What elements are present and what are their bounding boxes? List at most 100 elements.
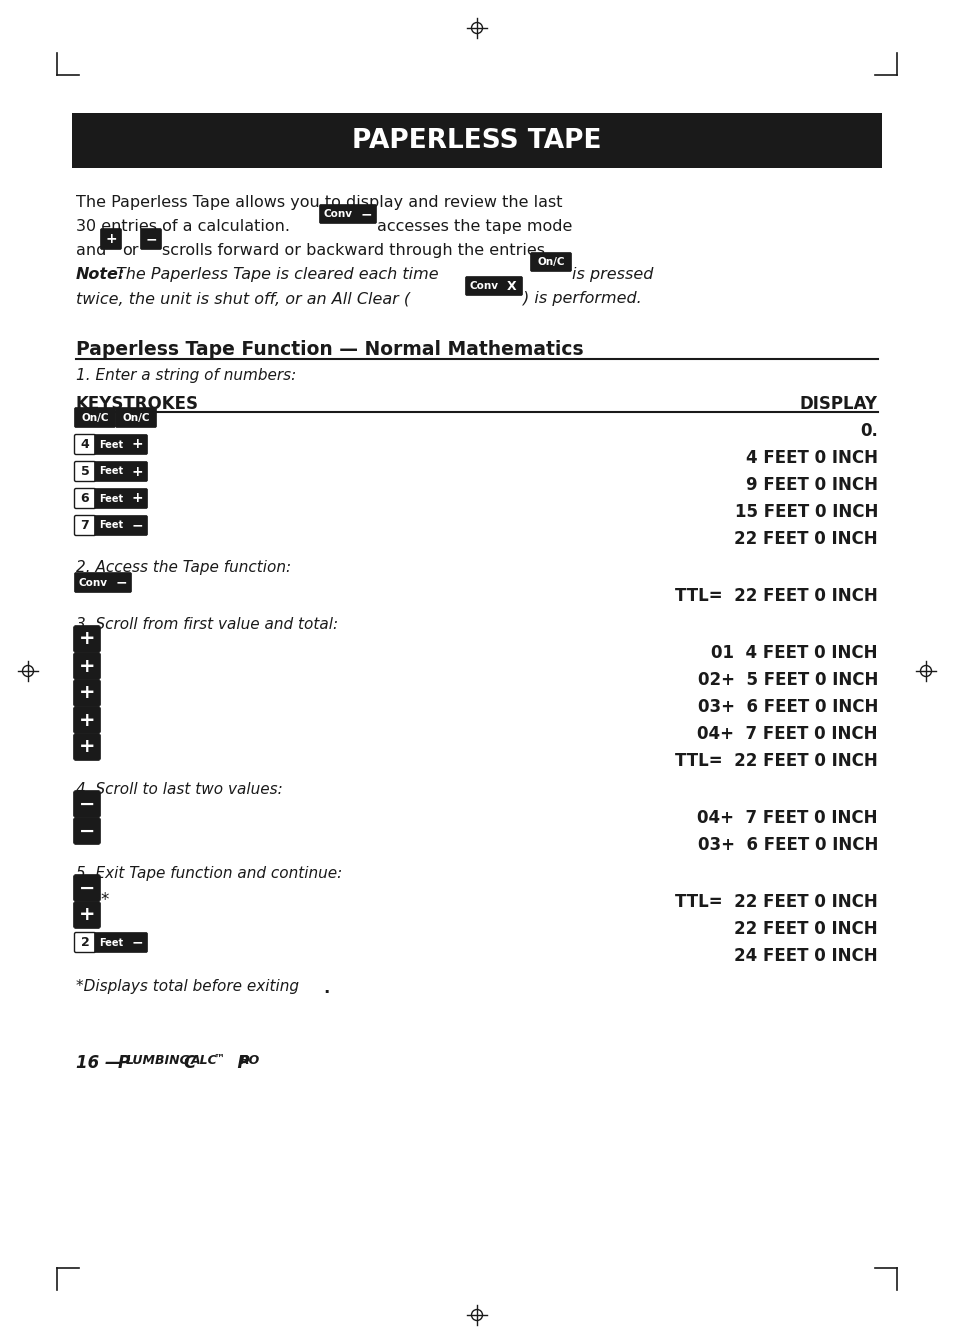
Text: 2: 2 <box>81 936 90 950</box>
Text: 22 FEET 0 INCH: 22 FEET 0 INCH <box>734 530 877 548</box>
Text: −: − <box>79 822 95 841</box>
Text: TTL=  22 FEET 0 INCH: TTL= 22 FEET 0 INCH <box>675 752 877 770</box>
Text: Feet: Feet <box>99 439 123 450</box>
Text: C: C <box>183 1054 195 1072</box>
Text: +: + <box>79 905 95 924</box>
Text: 01  4 FEET 0 INCH: 01 4 FEET 0 INCH <box>711 645 877 662</box>
Text: On/C: On/C <box>81 412 109 423</box>
Text: +: + <box>132 492 143 505</box>
Text: 3. Scroll from first value and total:: 3. Scroll from first value and total: <box>76 616 337 633</box>
FancyBboxPatch shape <box>465 277 502 295</box>
Text: *: * <box>100 890 109 909</box>
Text: +: + <box>79 630 95 649</box>
Text: 0.: 0. <box>860 422 877 441</box>
Text: +: + <box>79 737 95 756</box>
Text: +: + <box>132 465 143 478</box>
FancyBboxPatch shape <box>100 228 121 250</box>
Text: 4. Scroll to last two values:: 4. Scroll to last two values: <box>76 782 282 796</box>
FancyBboxPatch shape <box>127 932 148 952</box>
Text: Paperless Tape Function — Normal Mathematics: Paperless Tape Function — Normal Mathema… <box>76 340 583 359</box>
Text: 7: 7 <box>81 518 90 532</box>
FancyBboxPatch shape <box>73 818 100 845</box>
FancyBboxPatch shape <box>501 277 522 295</box>
FancyBboxPatch shape <box>73 626 100 653</box>
Text: +: + <box>79 684 95 702</box>
Text: 4: 4 <box>81 438 90 451</box>
Text: Conv: Conv <box>469 281 498 291</box>
Text: Feet: Feet <box>99 521 123 530</box>
Text: 24 FEET 0 INCH: 24 FEET 0 INCH <box>734 947 877 966</box>
Text: The Paperless Tape is cleared each time: The Paperless Tape is cleared each time <box>116 267 438 282</box>
FancyBboxPatch shape <box>94 932 128 952</box>
Text: PAPERLESS TAPE: PAPERLESS TAPE <box>352 128 601 153</box>
FancyBboxPatch shape <box>73 706 100 733</box>
Text: 5. Exit Tape function and continue:: 5. Exit Tape function and continue: <box>76 866 342 881</box>
FancyBboxPatch shape <box>73 680 100 706</box>
Text: On/C: On/C <box>122 412 150 423</box>
FancyBboxPatch shape <box>73 901 100 928</box>
FancyBboxPatch shape <box>74 572 112 592</box>
Text: 2. Access the Tape function:: 2. Access the Tape function: <box>76 560 291 575</box>
FancyBboxPatch shape <box>94 516 128 536</box>
Text: 04+  7 FEET 0 INCH: 04+ 7 FEET 0 INCH <box>697 808 877 827</box>
Text: and: and <box>76 243 107 258</box>
Text: accesses the tape mode: accesses the tape mode <box>376 219 572 234</box>
FancyBboxPatch shape <box>74 932 95 952</box>
Text: or: or <box>122 243 138 258</box>
FancyBboxPatch shape <box>94 435 128 454</box>
Text: −: − <box>132 936 143 950</box>
FancyBboxPatch shape <box>115 407 156 427</box>
Text: −: − <box>145 232 156 246</box>
FancyBboxPatch shape <box>355 204 376 223</box>
Text: −: − <box>79 795 95 814</box>
Text: RO: RO <box>240 1054 260 1066</box>
FancyBboxPatch shape <box>140 228 161 250</box>
Text: The Paperless Tape allows you to display and review the last: The Paperless Tape allows you to display… <box>76 195 562 210</box>
Text: On/C: On/C <box>537 257 564 267</box>
Text: TTL=  22 FEET 0 INCH: TTL= 22 FEET 0 INCH <box>675 893 877 911</box>
FancyBboxPatch shape <box>74 407 115 427</box>
Text: ) is performed.: ) is performed. <box>522 291 641 306</box>
FancyBboxPatch shape <box>94 462 128 482</box>
Text: 02+  5 FEET 0 INCH: 02+ 5 FEET 0 INCH <box>697 672 877 689</box>
FancyBboxPatch shape <box>530 252 571 271</box>
Text: 04+  7 FEET 0 INCH: 04+ 7 FEET 0 INCH <box>697 725 877 743</box>
Text: 4 FEET 0 INCH: 4 FEET 0 INCH <box>745 449 877 467</box>
FancyBboxPatch shape <box>127 516 148 536</box>
Text: 5: 5 <box>81 465 90 478</box>
Text: +: + <box>79 657 95 676</box>
Text: Feet: Feet <box>99 937 123 948</box>
Text: Feet: Feet <box>99 493 123 504</box>
Text: 6: 6 <box>81 492 90 505</box>
Text: +: + <box>79 710 95 729</box>
FancyBboxPatch shape <box>74 435 95 454</box>
Text: ALC: ALC <box>191 1054 217 1066</box>
Text: −: − <box>115 576 127 590</box>
Text: 03+  6 FEET 0 INCH: 03+ 6 FEET 0 INCH <box>697 835 877 854</box>
Text: −: − <box>79 878 95 897</box>
FancyBboxPatch shape <box>73 653 100 680</box>
Text: KEYSTROKES: KEYSTROKES <box>76 395 199 414</box>
Text: *Displays total before exiting: *Displays total before exiting <box>76 979 298 994</box>
Text: DISPLAY: DISPLAY <box>800 395 877 414</box>
FancyBboxPatch shape <box>73 874 100 901</box>
Text: Conv: Conv <box>78 577 108 587</box>
FancyBboxPatch shape <box>319 204 356 223</box>
Text: LUMBING: LUMBING <box>126 1054 191 1066</box>
Text: X: X <box>507 279 517 293</box>
Text: 30 entries of a calculation.: 30 entries of a calculation. <box>76 219 290 234</box>
Text: +: + <box>132 438 143 451</box>
Text: Note:: Note: <box>76 267 125 282</box>
Bar <box>71 113 882 168</box>
FancyBboxPatch shape <box>127 489 148 509</box>
FancyBboxPatch shape <box>73 733 100 760</box>
Text: twice, the unit is shut off, or an All Clear (: twice, the unit is shut off, or an All C… <box>76 291 410 306</box>
Text: ™: ™ <box>213 1054 224 1064</box>
Text: P: P <box>118 1054 130 1072</box>
FancyBboxPatch shape <box>74 489 95 509</box>
Text: 15 FEET 0 INCH: 15 FEET 0 INCH <box>734 504 877 521</box>
Text: is pressed: is pressed <box>572 267 653 282</box>
Text: scrolls forward or backward through the entries.: scrolls forward or backward through the … <box>162 243 550 258</box>
FancyBboxPatch shape <box>73 791 100 818</box>
FancyBboxPatch shape <box>74 516 95 536</box>
